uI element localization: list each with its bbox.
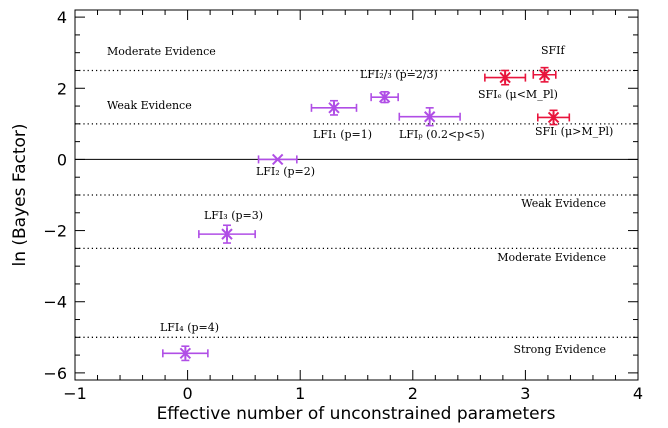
x-tick-label: 3 (520, 384, 530, 403)
point-label-lfi-2: LFI₂ (p=2) (256, 165, 315, 178)
point-label-sfi-e: SFIₑ (μ<M_Pl) (478, 88, 558, 101)
label-weak-evidence-bottom: Weak Evidence (521, 197, 606, 210)
y-axis-label: ln (Bayes Factor) (10, 123, 30, 266)
y-tick-label: −2 (43, 222, 67, 241)
point-label-sfi-l: SFIₗ (μ>M_Pl) (535, 125, 613, 138)
point-label-lfi-2-3: LFI₂/₃ (p=2/3) (360, 68, 438, 81)
label-moderate-evidence-bottom: Moderate Evidence (497, 251, 606, 264)
marker-stroke (271, 153, 284, 166)
plot-frame (74, 9, 639, 381)
x-tick-label: 1 (295, 384, 305, 403)
y-tick-label: 2 (57, 79, 67, 98)
y-tick-label: −6 (43, 364, 67, 383)
x-tick-label: −1 (63, 384, 87, 403)
point-label-lfi-1: LFI₁ (p=1) (313, 128, 372, 141)
x-axis-label: Effective number of unconstrained parame… (157, 404, 556, 424)
y-tick-label: 0 (57, 150, 67, 169)
data-point-0 (370, 91, 399, 104)
y-tick-label: −4 (43, 293, 67, 312)
point-label-sfi-f: SFIf (541, 44, 566, 57)
x-tick-label: 4 (633, 384, 643, 403)
data-points (162, 66, 571, 362)
label-strong-evidence: Strong Evidence (513, 343, 606, 356)
x-tick-label: 0 (183, 384, 193, 403)
data-point-6 (484, 69, 527, 86)
data-point-2 (398, 107, 461, 127)
data-point-5 (162, 345, 209, 362)
y-tick-label: 4 (57, 8, 67, 27)
data-point-7 (532, 66, 557, 83)
x-tick-label: 2 (408, 384, 418, 403)
data-point-1 (310, 99, 358, 116)
data-point-4 (198, 224, 256, 244)
label-moderate-evidence-top: Moderate Evidence (107, 45, 216, 58)
point-label-lfi-p: LFIₚ (0.2<p<5) (399, 128, 485, 141)
label-weak-evidence-top: Weak Evidence (107, 99, 192, 112)
reference-lines (75, 69, 638, 338)
data-point-3 (257, 153, 298, 166)
data-point-8 (536, 109, 571, 126)
axis-ticks: −1 0 1 2 3 4 −6 −4 −2 0 2 4 (43, 8, 643, 403)
point-label-lfi-3: LFI₃ (p=3) (204, 209, 263, 222)
point-label-lfi-4: LFI₄ (p=4) (160, 321, 219, 334)
